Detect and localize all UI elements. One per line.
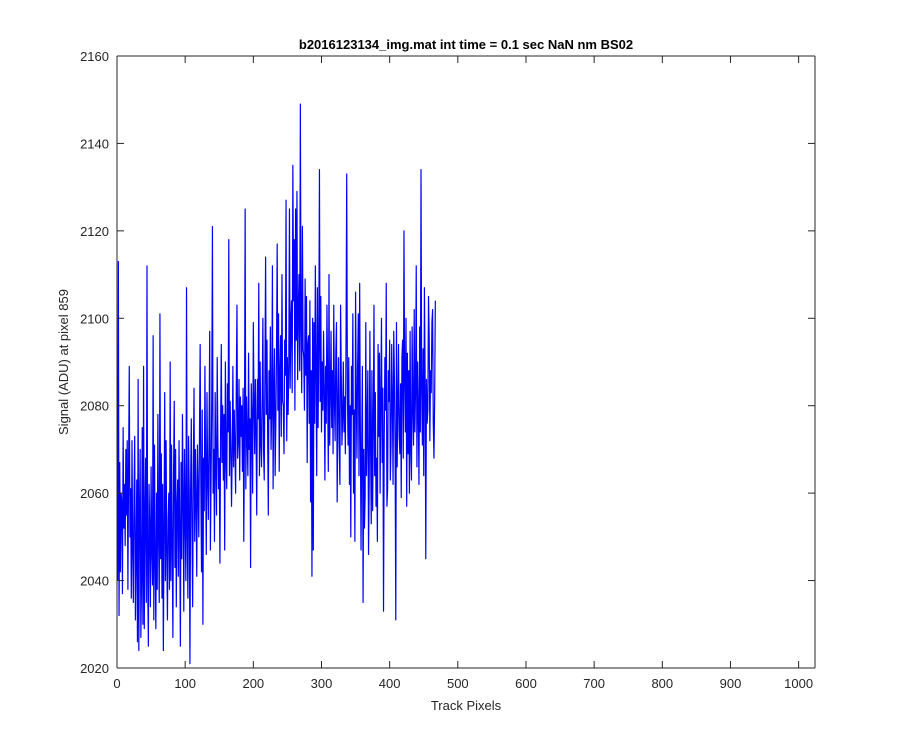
x-tick-label: 300 [311, 676, 333, 691]
y-tick-label: 2140 [80, 136, 109, 151]
y-ticks: 2020 2040 2060 2080 2100 2120 2140 2160 [80, 49, 815, 676]
x-tick-label: 1000 [784, 676, 813, 691]
x-tick-label: 400 [379, 676, 401, 691]
x-tick-label: 100 [174, 676, 196, 691]
x-tick-label: 700 [583, 676, 605, 691]
y-tick-label: 2040 [80, 574, 109, 589]
axes-box [117, 56, 815, 668]
data-layer [117, 103, 436, 665]
x-tick-label: 900 [720, 676, 742, 691]
x-axis-label: Track Pixels [431, 698, 502, 713]
y-axis-label: Signal (ADU) at pixel 859 [56, 289, 71, 435]
x-tick-label: 600 [515, 676, 537, 691]
x-ticks: 0 100 200 300 400 500 600 700 800 900 1000 [113, 56, 813, 691]
y-tick-label: 2020 [80, 661, 109, 676]
series-line-0 [117, 103, 436, 665]
plot-area: 0 100 200 300 400 500 600 700 800 900 1000 2020 204… [80, 49, 816, 691]
axis-frame [116, 55, 816, 669]
y-tick-label: 2060 [80, 486, 109, 501]
chart-title: b2016123134_img.mat int time = 0.1 sec N… [299, 37, 633, 52]
y-tick-label: 2120 [80, 224, 109, 239]
y-tick-label: 2080 [80, 399, 109, 414]
x-tick-label: 800 [651, 676, 673, 691]
x-tick-label: 500 [447, 676, 469, 691]
y-tick-label: 2100 [80, 311, 109, 326]
y-tick-label: 2160 [80, 49, 109, 64]
x-tick-label: 0 [113, 676, 120, 691]
x-tick-label: 200 [242, 676, 264, 691]
